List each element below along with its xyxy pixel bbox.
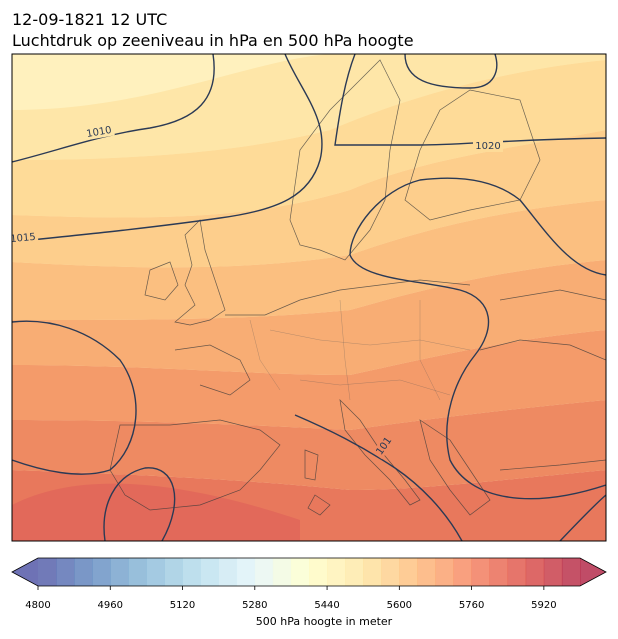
colorbar-bin	[417, 558, 436, 586]
colorbar-bin	[471, 558, 490, 586]
colorbar-bin	[110, 558, 129, 586]
coastline	[304, 419, 606, 516]
colorbar-bin	[543, 558, 563, 586]
colorbar-label: 500 hPa hoogte in meter	[256, 615, 393, 628]
country-border	[249, 299, 471, 401]
colorbar-tick-label: 4960	[98, 600, 123, 611]
colorbar-bin	[399, 558, 418, 586]
height-band	[12, 483, 300, 541]
colorbar-extend-high	[580, 558, 606, 586]
isobar-label: 1020	[475, 141, 500, 152]
label-bg	[83, 123, 115, 141]
coastline	[174, 279, 471, 396]
isobar	[103, 467, 176, 541]
isobar	[294, 414, 463, 541]
height-band	[12, 60, 606, 218]
map-frame	[11, 53, 607, 542]
colorbar-bin	[489, 558, 509, 586]
height-band	[12, 200, 606, 320]
isobar	[12, 320, 137, 475]
colorbar-tick-label: 5760	[459, 600, 484, 611]
colorbar-bin	[345, 558, 364, 586]
height-band	[12, 330, 606, 430]
isobar	[12, 54, 323, 243]
colorbar-tick-label: 5600	[387, 600, 412, 611]
title-date: 12-09-1821 12 UTC	[12, 10, 167, 29]
colorbar-bin	[561, 558, 581, 586]
coastline	[109, 419, 281, 511]
colorbar-tick-label: 5120	[170, 600, 195, 611]
colorbar-bin	[507, 558, 527, 586]
colorbar-bin	[182, 558, 201, 586]
colorbar-bin	[164, 558, 183, 586]
coastline	[404, 89, 541, 221]
coastline	[174, 219, 226, 326]
isobar	[404, 54, 498, 89]
label-bg	[12, 230, 39, 246]
coastline	[144, 261, 179, 301]
colorbar-bin	[218, 558, 238, 586]
colorbar-tick-label: 5920	[531, 600, 556, 611]
isobar-label: 1015	[10, 232, 36, 245]
label-bg	[372, 432, 396, 460]
colorbar: 4800 4960 5120 5280 5440 5600 5760 5920	[11, 557, 607, 611]
colorbar-tick-label: 5440	[314, 600, 339, 611]
colorbar-bin	[92, 558, 111, 586]
coastline	[339, 398, 421, 506]
height-band	[12, 130, 606, 268]
colorbar-outline	[11, 557, 607, 587]
colorbar-bin	[363, 558, 382, 586]
colorbar-bin	[290, 558, 310, 586]
colorbar-bin	[453, 558, 472, 586]
colorbar-bin	[56, 558, 75, 586]
coastline	[479, 289, 606, 361]
map: 1010 1020 1015 101	[10, 54, 606, 541]
colorbar-bin	[254, 558, 274, 586]
colorbar-extend-low	[12, 558, 38, 586]
colorbar-bin	[38, 558, 57, 586]
height-band	[12, 400, 606, 490]
label-bg	[473, 140, 503, 152]
title-description: Luchtdruk op zeeniveau in hPa en 500 hPa…	[12, 31, 414, 50]
isobar	[334, 54, 606, 146]
colorbar-bin	[309, 558, 328, 586]
colorbar-bin	[146, 558, 165, 586]
colorbar-bin	[327, 558, 346, 586]
isobar	[559, 494, 606, 541]
colorbar-bin	[236, 558, 256, 586]
colorbar-bin	[435, 558, 454, 586]
colorbar-tick-label: 5280	[242, 600, 267, 611]
colorbar-bin	[272, 558, 292, 586]
colorbar-bin	[128, 558, 147, 586]
isobar-label: 1010	[86, 125, 113, 140]
colorbar-tick-label: 4800	[25, 600, 50, 611]
colorbar-bin	[381, 558, 400, 586]
coastline	[289, 59, 401, 261]
colorbar-bin	[525, 558, 545, 586]
colorbar-bin	[74, 558, 93, 586]
height-band	[12, 54, 606, 160]
colorbar-bin	[200, 558, 219, 586]
isobar	[12, 54, 215, 163]
isobar	[349, 177, 606, 500]
